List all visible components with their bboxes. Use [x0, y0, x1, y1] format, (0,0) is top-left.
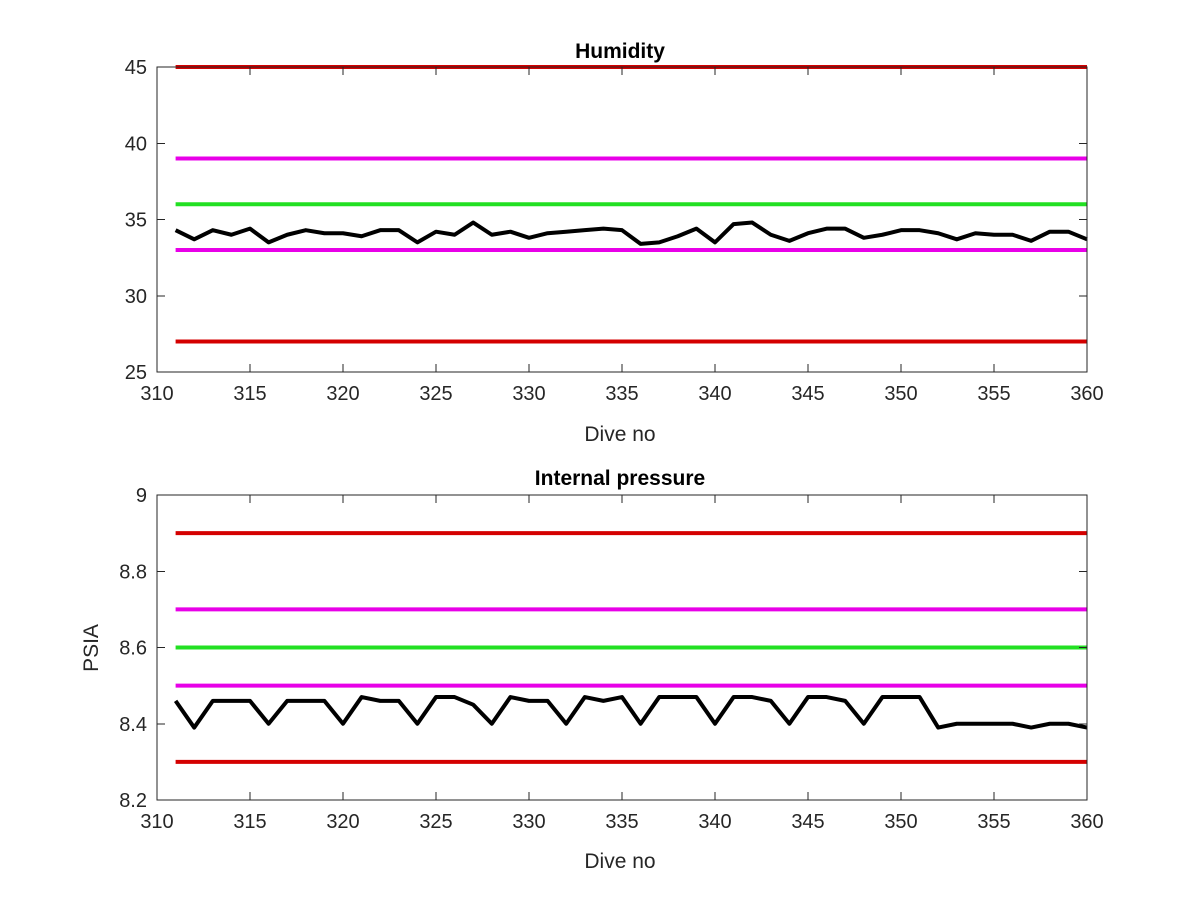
internal-pressure-y-axis-label: PSIA: [80, 624, 103, 672]
humidity-y-tick-label: 25: [125, 362, 147, 384]
internal-pressure-series-layer: [173, 531, 1088, 764]
internal-pressure-x-tick-label: 315: [233, 811, 266, 833]
humidity-ticks-layer: 310 315 320 325 330 335 340 345 350 355 360 25 30 35 4…: [125, 57, 1104, 405]
internal-pressure-y-tick-label: 9: [136, 485, 147, 507]
internal-pressure-x-tick-label: 320: [326, 811, 359, 833]
humidity-y-tick-label: 45: [125, 57, 147, 79]
humidity-x-tick-label: 345: [791, 383, 824, 405]
internal-pressure-x-tick-label: 340: [698, 811, 731, 833]
internal-pressure-x-tick-label: 350: [884, 811, 917, 833]
internal-pressure-x-tick-label: 335: [605, 811, 638, 833]
internal-pressure-x-tick-label: 325: [419, 811, 452, 833]
internal-pressure-y-tick-label: 8.6: [119, 638, 147, 660]
humidity-x-tick-label: 350: [884, 383, 917, 405]
humidity-data-line: [174, 220, 1088, 246]
internal-pressure-y-tick-label: 8.2: [119, 790, 147, 812]
internal-pressure-y-tick-label: 8.4: [119, 714, 147, 736]
humidity-x-tick-label: 315: [233, 383, 266, 405]
humidity-x-tick-label: 320: [326, 383, 359, 405]
internal-pressure-x-tick-label: 310: [140, 811, 173, 833]
internal-pressure-ticks-layer: 310 315 320 325 330 335 340 345 350 355 360 8.2 8.4 8…: [119, 485, 1104, 833]
humidity-x-tick-label: 310: [140, 383, 173, 405]
humidity-x-tick-label: 335: [605, 383, 638, 405]
humidity-title: Humidity: [575, 40, 665, 63]
humidity-y-tick-label: 35: [125, 210, 147, 232]
internal-pressure-y-tick-label: 8.8: [119, 561, 147, 583]
humidity-panel: Humidity 310 315 320 325 330 335 340 345 350 355 3…: [125, 40, 1104, 446]
internal-pressure-x-tick-label: 360: [1070, 811, 1103, 833]
internal-pressure-data-line: [173, 695, 1088, 730]
humidity-x-axis-label: Dive no: [584, 423, 655, 446]
humidity-x-tick-label: 360: [1070, 383, 1103, 405]
humidity-y-tick-label: 40: [125, 133, 147, 155]
internal-pressure-x-axis-label: Dive no: [584, 850, 655, 873]
internal-pressure-x-tick-label: 345: [791, 811, 824, 833]
internal-pressure-panel: Internal pressure 310 315 320 325 330 335 340 3…: [80, 467, 1104, 873]
internal-pressure-x-tick-label: 355: [977, 811, 1010, 833]
internal-pressure-x-tick-label: 330: [512, 811, 545, 833]
humidity-x-tick-label: 330: [512, 383, 545, 405]
humidity-x-tick-label: 355: [977, 383, 1010, 405]
humidity-x-tick-label: 340: [698, 383, 731, 405]
humidity-x-tick-label: 325: [419, 383, 452, 405]
humidity-y-tick-label: 30: [125, 286, 147, 308]
internal-pressure-title: Internal pressure: [535, 467, 705, 490]
